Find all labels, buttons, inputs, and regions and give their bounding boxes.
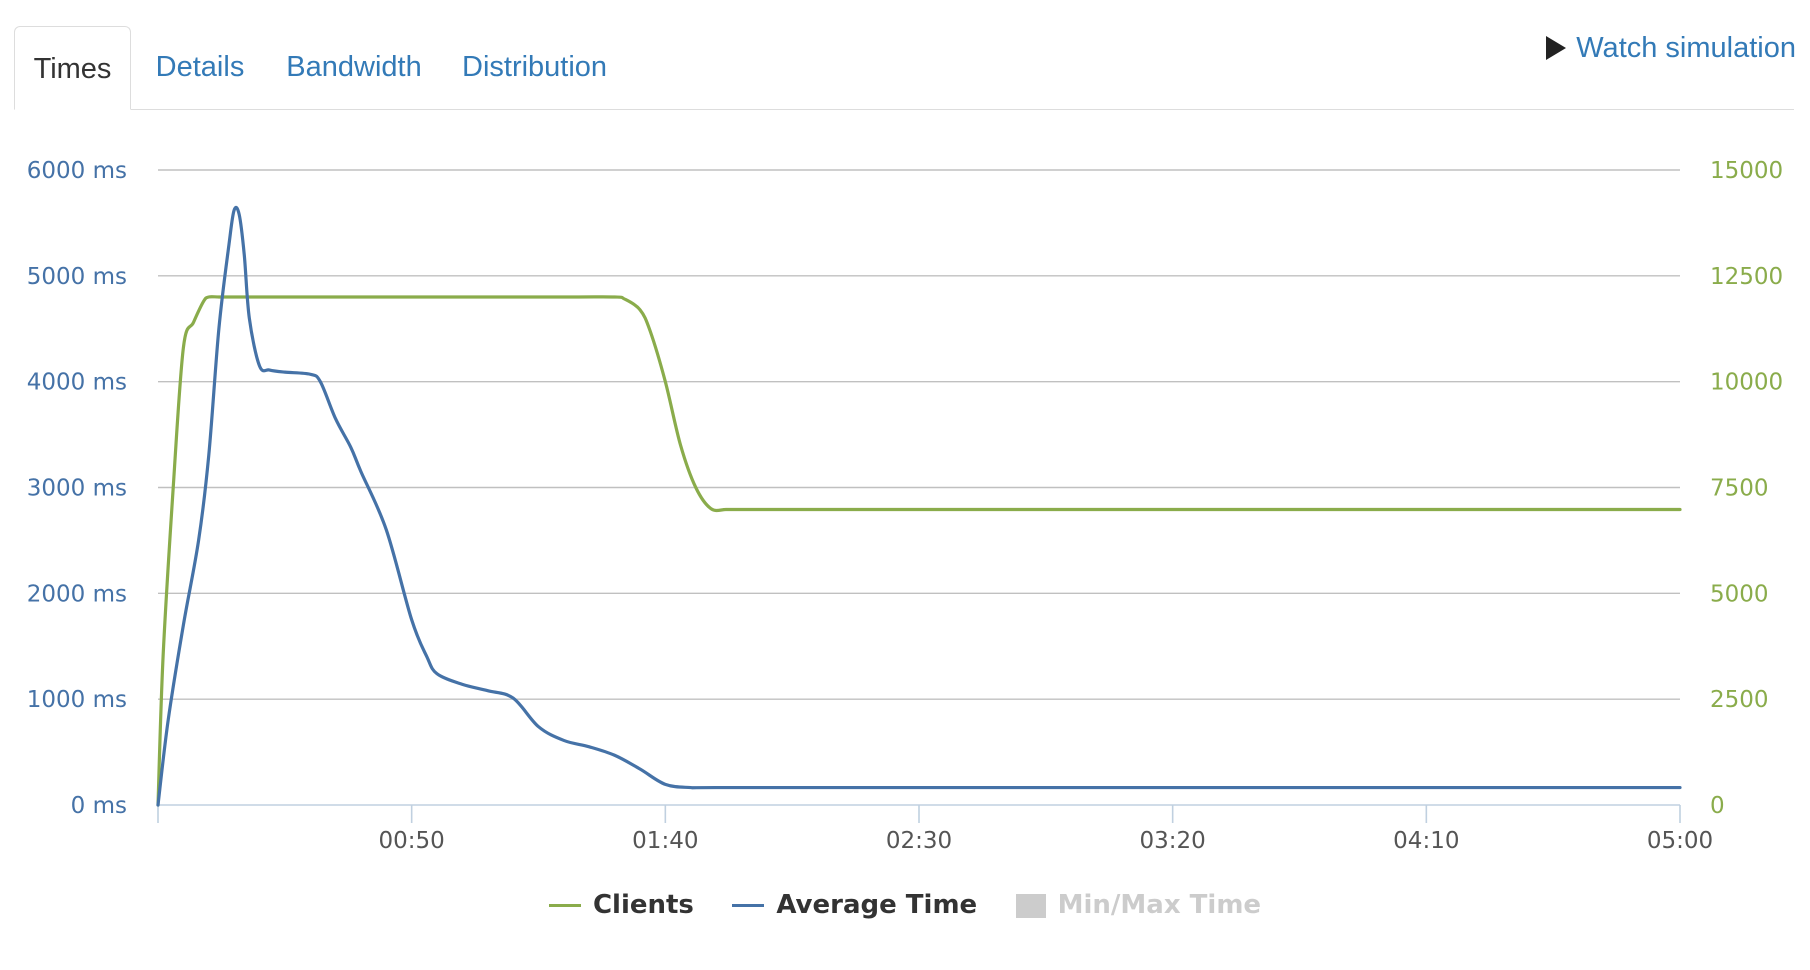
y-right-tick-label: 10000 <box>1710 370 1783 396</box>
play-icon <box>1546 36 1567 60</box>
y-right-tick-label: 0 <box>1710 793 1725 819</box>
y-left-tick-label: 5000 ms <box>27 264 127 290</box>
x-tick-label: 03:20 <box>1140 828 1206 854</box>
legend-item-clients[interactable]: Clients <box>548 890 694 920</box>
y-right-tick-label: 15000 <box>1710 158 1783 184</box>
series-line-clients <box>156 295 1682 807</box>
y-axis-right: 0 2500 5000 7500 10000 12500 15000 <box>1710 158 1783 819</box>
chart-legend: Clients Average Time Min/Max Time <box>0 890 1810 930</box>
y-right-tick-label: 2500 <box>1710 687 1769 713</box>
y-axis-left: 0 ms 1000 ms 2000 ms 3000 ms 4000 ms 5000 ms 6… <box>27 158 127 819</box>
legend-item-min-max-time[interactable]: Min/Max Time <box>1015 890 1262 920</box>
x-tick-label: 04:10 <box>1393 828 1459 854</box>
x-tick-label: 01:40 <box>632 828 698 854</box>
legend-label-clients: Clients <box>592 890 694 920</box>
line-chart: 0 ms 1000 ms 2000 ms 3000 ms 4000 ms 5000 ms 6… <box>27 158 1783 854</box>
y-left-tick-label: 3000 ms <box>27 476 127 502</box>
x-tick-label: 00:50 <box>379 828 445 854</box>
y-left-tick-label: 4000 ms <box>27 370 127 396</box>
tab-times[interactable]: Times <box>14 26 131 110</box>
tab-details[interactable]: Details <box>155 51 245 83</box>
series-lines <box>156 205 1682 807</box>
y-right-tick-label: 12500 <box>1710 264 1783 290</box>
y-left-tick-label: 6000 ms <box>27 158 127 184</box>
x-axis: 00:50 01:40 02:30 03:20 04:10 05:00 <box>157 804 1713 854</box>
x-tick-label: 05:00 <box>1647 828 1713 854</box>
watch-simulation-link[interactable]: Watch simulation <box>1546 28 1796 68</box>
y-left-tick-label: 1000 ms <box>27 687 127 713</box>
grid-lines <box>158 169 1680 700</box>
legend-swatch-average-time <box>732 904 765 907</box>
tab-bar: Times Details Bandwidth Distribution <box>14 25 1794 110</box>
y-left-tick-label: 2000 ms <box>27 581 127 607</box>
legend-label-min-max-time: Min/Max Time <box>1057 890 1262 920</box>
series-line-average-time <box>156 205 1682 807</box>
tab-distribution[interactable]: Distribution <box>462 51 608 83</box>
legend-swatch-clients <box>548 904 581 907</box>
y-right-tick-label: 5000 <box>1710 581 1769 607</box>
y-right-tick-label: 7500 <box>1710 476 1769 502</box>
watch-simulation-label: Watch simulation <box>1576 32 1796 64</box>
legend-label-average-time: Average Time <box>776 890 978 920</box>
x-tick-label: 02:30 <box>886 828 952 854</box>
y-left-tick-label: 0 ms <box>71 793 127 819</box>
legend-swatch-min-max-time <box>1015 893 1046 918</box>
legend-item-average-time[interactable]: Average Time <box>732 890 977 920</box>
tab-bandwidth[interactable]: Bandwidth <box>286 51 422 83</box>
